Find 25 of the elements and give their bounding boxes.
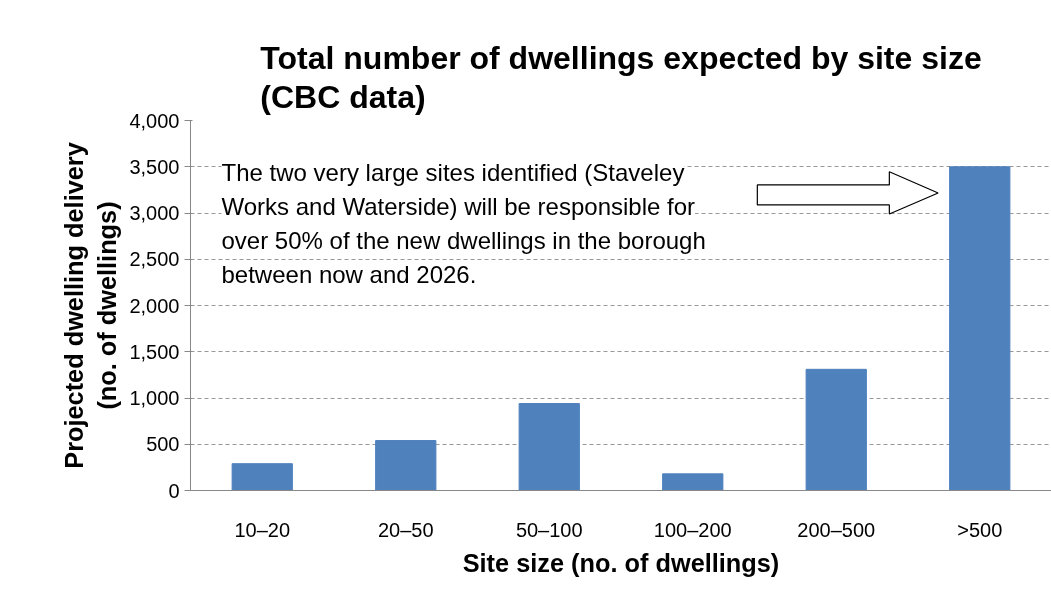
bar — [805, 368, 867, 491]
chart-title: Total number of dwellings expected by site size (CBC data) — [260, 39, 982, 116]
y-axis-title: Projected dwelling delivery (no. of dwellings) — [59, 142, 122, 469]
x-axis-title: Site size (no. of dwellings) — [462, 548, 780, 577]
y-tick-label: 3,000 — [129, 202, 180, 224]
bar — [375, 440, 437, 491]
y-tick-label: 1,000 — [129, 387, 180, 409]
bar — [231, 463, 293, 491]
y-tick-label: 4,000 — [129, 109, 180, 132]
x-tick-label: >500 — [957, 518, 1003, 541]
y-tick-label: 1,500 — [129, 340, 180, 363]
x-tick-label: 100–200 — [653, 518, 732, 541]
y-tick-label: 2,500 — [129, 248, 180, 271]
x-tick-label: 20–50 — [377, 518, 434, 541]
y-tick-label: 500 — [146, 433, 180, 456]
bar — [949, 166, 1011, 491]
y-tick-label: 3,500 — [129, 155, 180, 178]
bar — [662, 473, 724, 491]
annotation: The two very large sites identified (Staveley Works and Waterside) will be responsible for over 50% of the new dwellings in the borough between now and 2026. — [221, 158, 706, 288]
bar — [518, 403, 580, 491]
x-tick-label: 10–20 — [234, 518, 291, 541]
y-tick-label: 2,000 — [129, 294, 180, 317]
x-tick-label: 50–100 — [515, 518, 583, 541]
y-tick-label: 0 — [168, 479, 180, 502]
x-tick-label: 200–500 — [797, 518, 876, 541]
